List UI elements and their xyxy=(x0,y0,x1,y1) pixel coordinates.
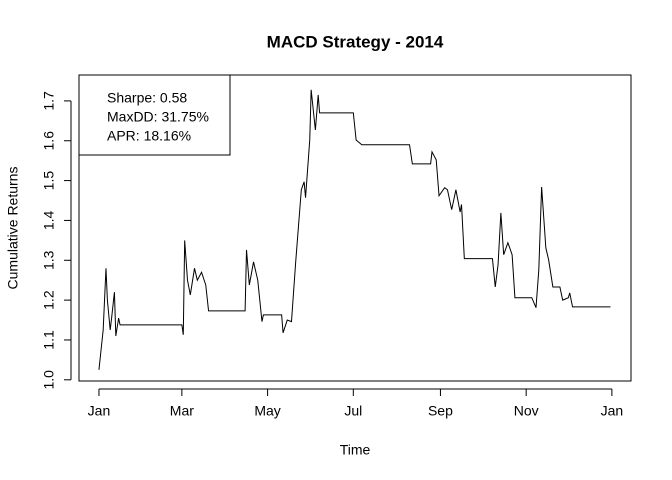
x-tick-label: Jan xyxy=(601,403,624,419)
annotation: APR: 18.16% xyxy=(107,128,191,144)
y-tick-label: 1.7 xyxy=(41,91,57,111)
y-tick-label: 1.4 xyxy=(41,210,57,230)
x-tick-label: Jul xyxy=(344,403,362,419)
y-tick-label: 1.5 xyxy=(41,171,57,191)
chart-title: MACD Strategy - 2014 xyxy=(267,32,444,51)
x-tick-label: May xyxy=(254,403,280,419)
x-tick-label: Mar xyxy=(170,403,194,419)
y-tick-label: 1.1 xyxy=(41,330,57,350)
annotation: MaxDD: 31.75% xyxy=(107,109,209,125)
x-tick-label: Jan xyxy=(88,403,111,419)
x-tick-label: Nov xyxy=(514,403,539,419)
y-tick-label: 1.0 xyxy=(41,370,57,390)
plot-box xyxy=(78,74,632,382)
y-axis-label: Cumulative Returns xyxy=(5,167,21,290)
x-axis-label: Time xyxy=(340,442,371,458)
y-tick-label: 1.2 xyxy=(41,290,57,310)
legend-box xyxy=(78,74,231,156)
data-line xyxy=(98,89,611,370)
y-tick-label: 1.3 xyxy=(41,250,57,270)
x-tick-label: Sep xyxy=(428,403,453,419)
y-tick-label: 1.6 xyxy=(41,131,57,151)
annotation: Sharpe: 0.58 xyxy=(107,90,187,106)
